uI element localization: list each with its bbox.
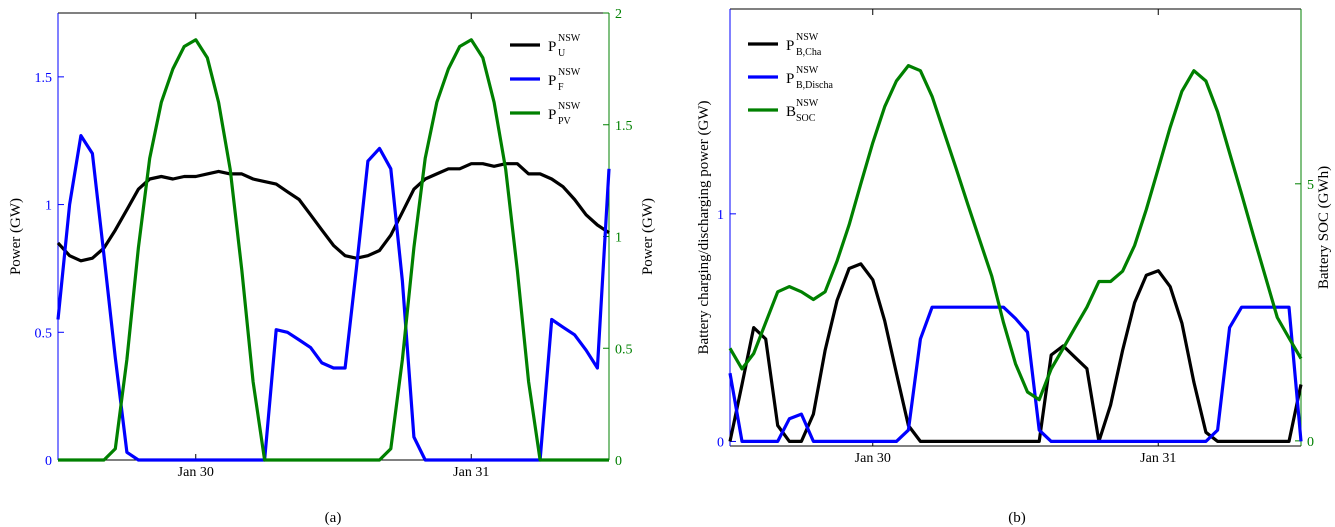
legend-sup-U: NSW — [558, 33, 581, 44]
legend-sub-PV: PV — [558, 116, 572, 127]
legend-sup-F: NSW — [558, 67, 581, 78]
y-right-tick-label: 1.5 — [615, 119, 633, 134]
chart-caption: (a) — [325, 510, 342, 526]
legend-label-Cha: P — [786, 38, 794, 54]
series-line-U — [56, 162, 610, 263]
y-left-tick-label: 1 — [45, 199, 52, 214]
legend-sub-Cha: B,Cha — [796, 47, 822, 58]
legend-sup-PV: NSW — [558, 101, 581, 112]
legend-sup-Discha: NSW — [796, 65, 819, 76]
chart-caption: (b) — [1008, 510, 1026, 526]
y-right-axis-label: Battery SOC (GWh) — [1316, 166, 1332, 289]
x-tick-label: Jan 31 — [1140, 451, 1176, 466]
series-line-Discha — [728, 305, 1303, 443]
y-right-tick-label: 1 — [615, 231, 622, 246]
legend-sup-SOC: NSW — [796, 98, 819, 109]
x-tick-label: Jan 30 — [178, 465, 214, 480]
legend-sup-Cha: NSW — [796, 32, 819, 43]
series-line-PV — [58, 38, 609, 462]
chart-b: Jan 30 Jan 31 0 1 0 5 Battery charging/dischar… — [696, 8, 1332, 526]
y-right-tick-label: 0 — [615, 454, 622, 469]
y-left-axis-label: Battery charging/discharging power (GW) — [696, 101, 712, 355]
legend-label-Discha: P — [786, 71, 794, 87]
y-left-tick-label: 1 — [717, 208, 724, 223]
legend-label-U: P — [548, 39, 556, 55]
x-tick-label: Jan 30 — [855, 451, 891, 466]
y-left-tick-label: 0.5 — [35, 326, 53, 341]
series-line-SOC — [728, 63, 1303, 402]
series-line-F — [56, 134, 611, 462]
x-tick-label: Jan 31 — [453, 465, 489, 480]
legend-label-F: P — [548, 73, 556, 89]
plot-area — [58, 13, 609, 460]
y-left-tick-label: 1.5 — [35, 71, 53, 86]
y-left-tick-label: 0 — [45, 454, 52, 469]
legend-label-PV: P — [548, 107, 556, 123]
y-right-tick-label: 0 — [1307, 435, 1314, 450]
legend-sub-SOC: SOC — [796, 113, 816, 124]
legend-sub-U: U — [558, 48, 566, 59]
legend-sub-F: F — [558, 82, 564, 93]
y-right-axis-label: Power (GW) — [640, 198, 656, 275]
chart-a: Jan 30 Jan 31 0 0.5 1 1.5 0 0.5 1 1.5 2 Power (GW) P… — [8, 7, 656, 526]
legend-sub-Discha: B,Discha — [796, 80, 834, 91]
y-right-tick-label: 2 — [615, 7, 622, 22]
y-left-tick-label: 0 — [717, 435, 724, 450]
y-right-tick-label: 0.5 — [615, 342, 633, 357]
series-line-Cha — [728, 262, 1303, 443]
y-right-tick-label: 5 — [1307, 178, 1314, 193]
legend-label-SOC: B — [786, 104, 796, 120]
y-left-axis-label: Power (GW) — [8, 198, 24, 275]
